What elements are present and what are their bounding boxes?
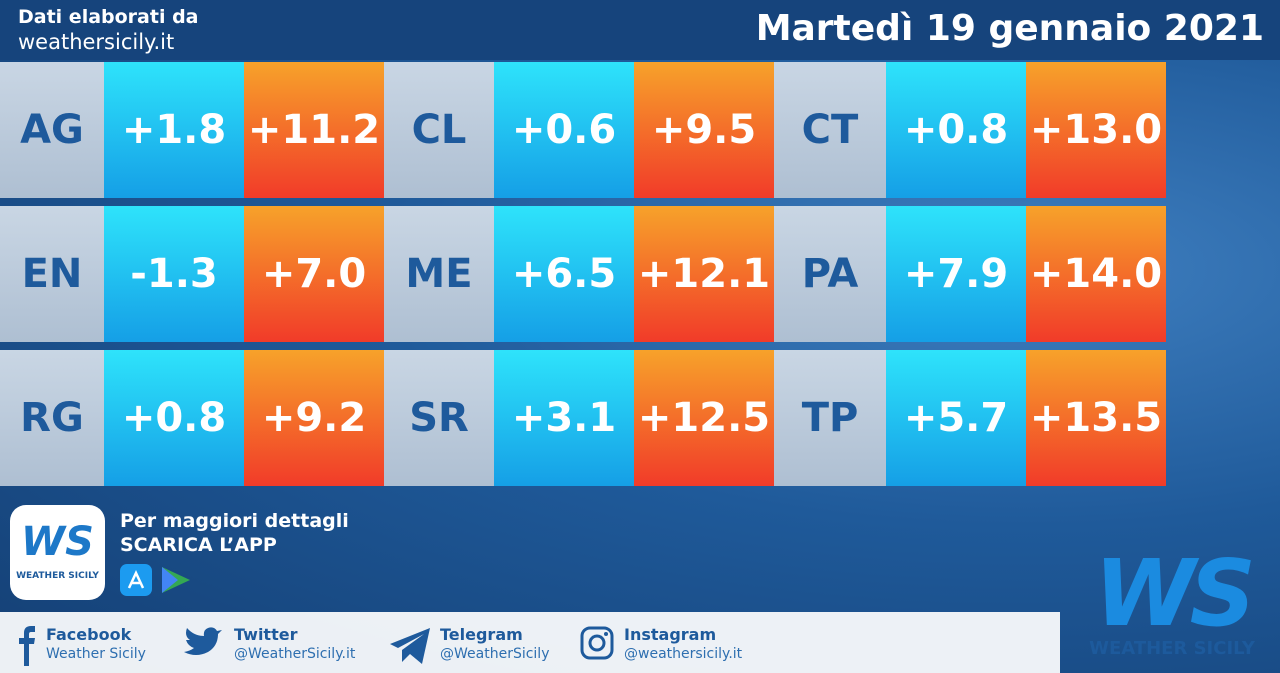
province-cell: SR	[384, 350, 494, 486]
province-cell: CT	[774, 62, 886, 198]
province-cell: AG	[0, 62, 104, 198]
logo-caption: WEATHER SICILY	[16, 571, 99, 581]
province-cell: TP	[774, 350, 886, 486]
brand-caption: WEATHER SICILY	[1089, 638, 1255, 659]
social-handle: @WeatherSicily	[440, 646, 550, 662]
min-temp-cell: +0.8	[886, 62, 1026, 198]
app-store-icon[interactable]	[120, 564, 152, 596]
date: Martedì 19 gennaio 2021	[755, 8, 1264, 49]
min-temp-cell: -1.3	[104, 206, 244, 342]
header-bar	[0, 0, 1280, 60]
max-temp-cell: +12.5	[634, 350, 774, 486]
min-temp-cell: +1.8	[104, 62, 244, 198]
province-cell: RG	[0, 350, 104, 486]
max-temp-cell: +7.0	[244, 206, 384, 342]
min-temp-cell: +3.1	[494, 350, 634, 486]
min-temp-cell: +0.6	[494, 62, 634, 198]
promo-cta: SCARICA L’APP	[120, 534, 277, 556]
min-temp-cell: +5.7	[886, 350, 1026, 486]
min-temp-cell: +6.5	[494, 206, 634, 342]
social-handle: @WeatherSicily.it	[234, 646, 356, 662]
brand-logo: WS	[1094, 540, 1256, 647]
min-temp-cell: +0.8	[104, 350, 244, 486]
min-temp-cell: +7.9	[886, 206, 1026, 342]
province-cell: CL	[384, 62, 494, 198]
province-cell: PA	[774, 206, 886, 342]
social-handle: Weather Sicily	[46, 646, 146, 662]
max-temp-cell: +14.0	[1026, 206, 1166, 342]
social-icons	[19, 626, 614, 666]
promo-line: Per maggiori dettagli	[120, 510, 349, 532]
social-name: Telegram	[440, 625, 523, 644]
max-temp-cell: +13.0	[1026, 62, 1166, 198]
max-temp-cell: +9.2	[244, 350, 384, 486]
social-handle: @weathersicily.it	[624, 646, 743, 662]
social-name: Facebook	[46, 625, 132, 644]
social-strip	[0, 612, 1060, 673]
logo-text: WS	[21, 519, 94, 565]
social-name: Instagram	[624, 625, 717, 644]
max-temp-cell: +11.2	[244, 62, 384, 198]
store-icons	[120, 564, 190, 596]
app-logo: WS WEATHER SICILY	[10, 505, 105, 600]
social-name: Twitter	[234, 625, 298, 644]
source-label: Dati elaborati da	[18, 6, 199, 28]
max-temp-cell: +12.1	[634, 206, 774, 342]
max-temp-cell: +13.5	[1026, 350, 1166, 486]
max-temp-cell: +9.5	[634, 62, 774, 198]
source-site: weathersicily.it	[18, 30, 175, 54]
province-cell: ME	[384, 206, 494, 342]
province-cell: EN	[0, 206, 104, 342]
